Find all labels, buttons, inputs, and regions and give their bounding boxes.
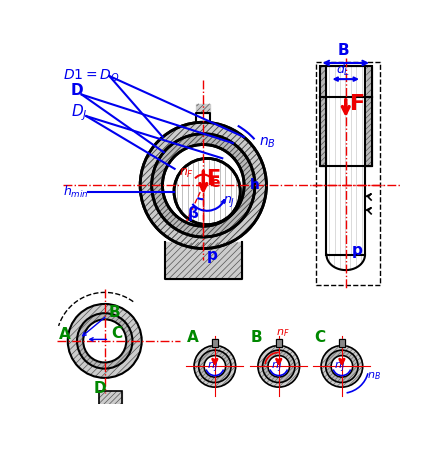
Text: p: p <box>352 243 363 258</box>
Text: β: β <box>188 207 199 222</box>
Text: $n_J$: $n_J$ <box>334 361 345 375</box>
Polygon shape <box>326 255 365 270</box>
Bar <box>326 66 365 255</box>
Circle shape <box>174 158 240 225</box>
Text: $D1=D_O$: $D1=D_O$ <box>63 68 120 84</box>
Text: $n_J$: $n_J$ <box>207 361 218 375</box>
Bar <box>196 104 210 113</box>
Text: F: F <box>350 94 365 114</box>
Circle shape <box>152 134 255 237</box>
Text: $n_J$: $n_J$ <box>223 194 235 209</box>
Bar <box>365 97 372 166</box>
Circle shape <box>204 355 226 377</box>
Circle shape <box>262 350 295 383</box>
Text: B: B <box>109 305 120 320</box>
Circle shape <box>326 350 358 383</box>
Bar <box>339 340 345 347</box>
Bar <box>212 340 218 347</box>
Text: B: B <box>251 330 262 345</box>
Text: $d_L$: $d_L$ <box>336 62 350 78</box>
Circle shape <box>162 144 244 226</box>
Text: $D_J$: $D_J$ <box>71 102 88 123</box>
Circle shape <box>152 134 255 237</box>
Circle shape <box>268 355 290 377</box>
Text: A: A <box>187 330 198 345</box>
Text: $n_F$: $n_F$ <box>179 167 194 180</box>
Text: C: C <box>111 326 122 341</box>
Text: A: A <box>59 326 70 341</box>
Text: e: e <box>210 176 220 190</box>
Circle shape <box>152 134 255 237</box>
Circle shape <box>174 158 240 225</box>
Bar <box>212 340 218 347</box>
Bar <box>165 242 242 279</box>
Circle shape <box>321 345 363 387</box>
Bar <box>320 66 372 97</box>
Text: C: C <box>314 330 325 345</box>
Text: $n_J$: $n_J$ <box>271 361 282 375</box>
Text: B: B <box>337 43 349 58</box>
Text: $h_{min}$: $h_{min}$ <box>63 183 89 200</box>
Circle shape <box>162 144 244 226</box>
Text: $n_F$: $n_F$ <box>276 327 290 339</box>
Circle shape <box>198 350 231 383</box>
Bar <box>320 97 326 166</box>
Text: F: F <box>207 169 221 189</box>
Circle shape <box>258 345 299 387</box>
Bar <box>320 66 372 97</box>
Bar <box>339 340 345 347</box>
Bar <box>276 340 282 347</box>
Circle shape <box>152 134 255 237</box>
Text: D: D <box>71 83 84 98</box>
Bar <box>99 391 122 405</box>
Circle shape <box>194 345 236 387</box>
Circle shape <box>83 319 127 362</box>
Text: $n_B$: $n_B$ <box>367 370 380 382</box>
Circle shape <box>140 122 266 248</box>
Bar <box>326 66 365 255</box>
Circle shape <box>77 313 132 369</box>
Text: p: p <box>207 248 218 263</box>
Bar <box>276 340 282 347</box>
Circle shape <box>331 355 353 377</box>
Text: $n_B$: $n_B$ <box>259 135 276 150</box>
Circle shape <box>140 122 266 248</box>
Text: D: D <box>93 381 106 396</box>
Circle shape <box>68 304 142 378</box>
Text: h: h <box>250 178 260 192</box>
Bar <box>99 391 122 405</box>
